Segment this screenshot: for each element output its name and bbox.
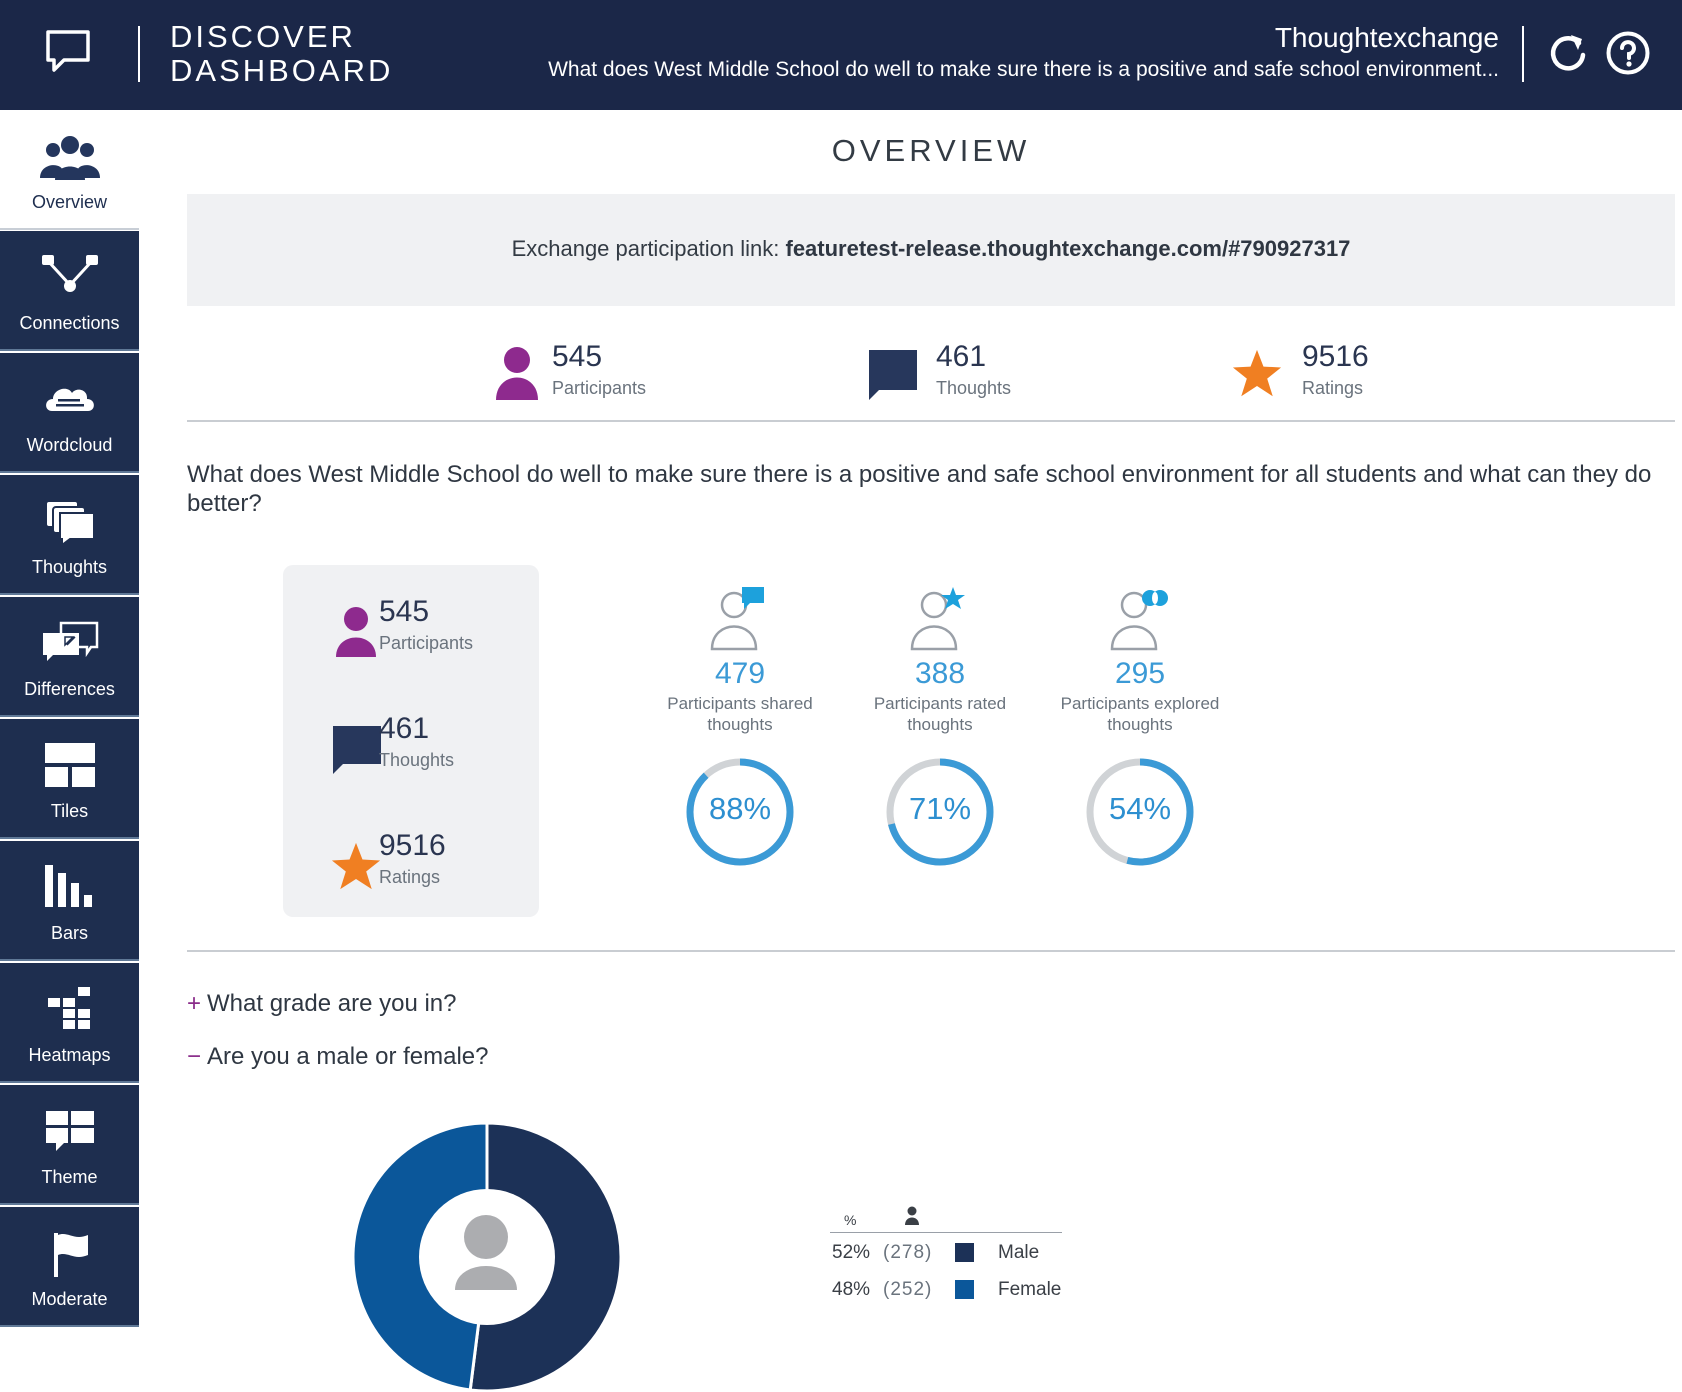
thoughts-icon xyxy=(44,500,95,545)
exchange-question-full: What does West Middle School do well to … xyxy=(187,461,1652,517)
sidebar-item-label: Thoughts xyxy=(31,557,108,577)
header-divider xyxy=(138,26,140,82)
sidebar-item-theme[interactable]: Theme xyxy=(0,1085,139,1205)
card-stat-ratings: 9516 Ratings xyxy=(331,829,531,899)
refresh-icon[interactable] xyxy=(1546,30,1590,76)
metric-shared: 479 Participants shared thoughts 88% xyxy=(640,585,840,867)
sidebar-item-label: Overview xyxy=(31,192,107,212)
accordion-grade[interactable]: + What grade are you in? xyxy=(187,990,457,1017)
exchange-question: What does West Middle School do well to … xyxy=(548,58,1499,81)
legend-row-male: 52% (278) Male xyxy=(832,1242,1040,1263)
app-title: DISCOVER DASHBOARD xyxy=(170,19,394,88)
star-icon xyxy=(331,842,381,890)
sidebar-item-thoughts[interactable]: Thoughts xyxy=(0,475,139,595)
participation-link: Exchange participation link: featuretest… xyxy=(187,236,1675,262)
sidebar-item-tiles[interactable]: Tiles xyxy=(0,719,139,839)
sidebar-item-wordcloud[interactable]: Wordcloud xyxy=(0,353,139,473)
wordcloud-icon xyxy=(45,388,94,411)
tiles-icon xyxy=(44,743,95,787)
legend-swatch xyxy=(955,1280,974,1299)
sidebar-item-differences[interactable]: Differences xyxy=(0,597,139,717)
sidebar-item-overview[interactable]: Overview xyxy=(0,110,139,230)
person-icon xyxy=(336,607,376,657)
speech-bubble-icon xyxy=(869,350,917,400)
legend-row-female: 48% (252) Female xyxy=(832,1279,1062,1300)
flag-icon xyxy=(53,1233,88,1277)
sidebar-item-label: Tiles xyxy=(50,801,89,821)
participation-url[interactable]: featuretest-release.thoughtexchange.com/… xyxy=(785,236,1351,261)
bars-icon xyxy=(44,865,92,907)
legend-swatch xyxy=(955,1243,974,1262)
sidebar-item-label: Moderate xyxy=(31,1289,108,1309)
sidebar-item-label: Bars xyxy=(50,923,88,943)
top-header: DISCOVER DASHBOARD Thoughtexchange What … xyxy=(0,0,1682,110)
person-icon xyxy=(455,1215,517,1290)
progress-ring: 88% xyxy=(685,757,795,867)
sidebar-item-moderate[interactable]: Moderate xyxy=(0,1207,139,1327)
collapse-icon: − xyxy=(187,1043,202,1070)
metric-rated: 388 Participants rated thoughts 71% xyxy=(840,585,1040,867)
sidebar-item-label: Wordcloud xyxy=(26,435,113,455)
participant-shared-icon xyxy=(710,587,764,651)
accordion-gender[interactable]: − Are you a male or female? xyxy=(187,1043,489,1070)
expand-icon: + xyxy=(187,990,202,1017)
gender-donut-chart xyxy=(352,1122,622,1392)
page-title: OVERVIEW xyxy=(831,133,1031,168)
sidebar-item-bars[interactable]: Bars xyxy=(0,841,139,961)
people-icon xyxy=(39,136,100,180)
heatmaps-icon xyxy=(47,987,90,1029)
sidebar-item-heatmaps[interactable]: Heatmaps xyxy=(0,963,139,1083)
progress-ring: 54% xyxy=(1085,757,1195,867)
metric-explored: 295 Participants explored thoughts 54% xyxy=(1040,585,1240,867)
sidebar-item-connections[interactable]: Connections xyxy=(0,231,139,351)
sidebar-item-label: Theme xyxy=(41,1167,98,1187)
link-label: Exchange participation link: xyxy=(511,236,786,261)
exchange-name: Thoughtexchange xyxy=(1274,22,1499,53)
chat-logo-icon xyxy=(46,30,90,72)
summary-card: 545 Participants 461 Thoughts 9516 Ratin… xyxy=(283,565,539,917)
participant-rated-icon xyxy=(910,587,965,651)
person-icon xyxy=(496,347,538,400)
progress-ring: 71% xyxy=(885,757,995,867)
card-stat-participants: 545 Participants xyxy=(331,595,531,665)
card-stat-thoughts: 461 Thoughts xyxy=(331,712,531,782)
divider xyxy=(187,950,1675,952)
sidebar-item-label: Differences xyxy=(24,679,115,699)
theme-icon xyxy=(45,1111,94,1151)
sidebar-item-label: Connections xyxy=(19,313,120,333)
legend-header: % xyxy=(830,1200,1062,1233)
help-icon[interactable] xyxy=(1605,30,1651,76)
star-icon xyxy=(1232,349,1282,397)
speech-bubble-icon xyxy=(333,726,381,774)
sidebar-item-label: Heatmaps xyxy=(28,1045,111,1065)
participation-link-box: Exchange participation link: featuretest… xyxy=(187,194,1675,306)
differences-icon xyxy=(42,621,98,661)
connections-icon xyxy=(41,255,98,292)
divider xyxy=(187,420,1675,422)
sidebar-nav: Overview Connections Wordcloud Thoughts xyxy=(0,110,139,1327)
header-divider-right xyxy=(1522,26,1524,82)
gender-legend: % 52% (278) Male 48% (252) Female xyxy=(830,1200,1062,1306)
person-icon xyxy=(905,1206,919,1225)
participant-explored-icon xyxy=(1110,590,1168,651)
